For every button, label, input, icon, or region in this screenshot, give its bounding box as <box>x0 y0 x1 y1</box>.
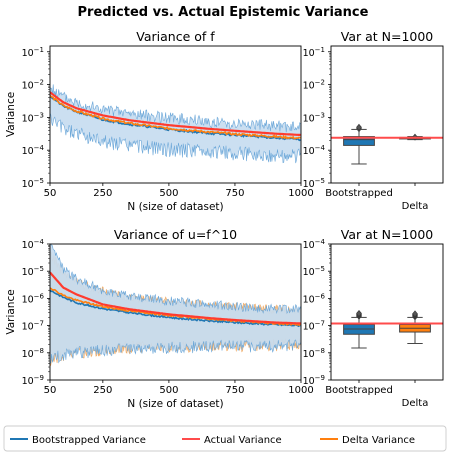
series-line-actual-variance <box>50 91 301 137</box>
box-bootstrapped <box>343 123 375 165</box>
legend-label: Bootstrapped Variance <box>32 435 146 446</box>
y-tick-label: 10−2 <box>303 79 325 92</box>
y-tick-label: 10−3 <box>22 111 44 124</box>
panel-1: Variance of f 10−5 10−4 10−3 10−2 10−1 50 250 50… <box>5 29 314 213</box>
flier-point <box>356 309 362 317</box>
legend-label: Actual Variance <box>204 435 282 446</box>
x-tick-label: 500 <box>159 188 178 199</box>
x-tick-label: 750 <box>225 188 244 199</box>
y-tick-label: 10−5 <box>303 265 325 278</box>
band-upper-edge <box>50 244 301 315</box>
box-delta <box>399 310 431 344</box>
flier-point <box>412 310 418 318</box>
x-tick-label: 1000 <box>288 385 313 396</box>
flier-point <box>356 123 362 131</box>
y-axis-label: Variance <box>5 92 17 137</box>
panel-3: Variance of u=f^10 10−9 10−8 10−7 10−6 10−5 10… <box>5 227 314 410</box>
x-tick-label: 250 <box>93 385 112 396</box>
panel-title: Var at N=1000 <box>341 29 434 44</box>
y-tick-label: 10−1 <box>22 46 44 59</box>
panel-4: Var at N=1000 10−9 10−8 10−7 10−6 10−5 10−4 Boo… <box>303 227 444 409</box>
y-tick-label: 10−4 <box>22 238 45 251</box>
series-line-actual-variance <box>50 271 301 325</box>
category-label: Delta <box>402 398 429 409</box>
panel-title: Variance of f <box>136 29 215 44</box>
band-bootstrapped-variance <box>50 244 301 364</box>
x-axis-label: N (size of dataset) <box>127 398 223 410</box>
y-tick-label: 10−9 <box>303 374 325 387</box>
y-tick-label: 10−5 <box>22 177 44 190</box>
legend-frame <box>3 425 447 452</box>
plot-area <box>50 84 301 164</box>
legend: Bootstrapped Variance Actual Variance Delt… <box>3 425 447 452</box>
box-bootstrapped <box>343 309 375 349</box>
band-upper-edge <box>50 84 301 133</box>
y-tick-label: 10−4 <box>303 238 326 251</box>
y-tick-label: 10−5 <box>22 265 44 278</box>
band-lower-edge <box>50 112 301 164</box>
x-tick-label: 50 <box>44 188 57 199</box>
category-label: Bootstrapped <box>325 188 393 199</box>
x-tick-label: 250 <box>93 188 112 199</box>
category-label: Delta <box>402 201 429 212</box>
y-tick-label: 10−7 <box>22 320 44 333</box>
series-line-delta-variance <box>50 94 301 140</box>
x-tick-label: 500 <box>159 385 178 396</box>
category-label: Bootstrapped <box>325 385 393 396</box>
band-lower-edge <box>50 339 301 364</box>
plot-area <box>50 244 301 367</box>
axes-frame <box>49 45 302 184</box>
panel-title: Variance of u=f^10 <box>114 227 237 242</box>
y-tick-label: 10−8 <box>303 347 325 360</box>
y-tick-label: 10−8 <box>22 347 44 360</box>
x-tick-label: 1000 <box>288 188 313 199</box>
x-tick-label: 50 <box>44 385 57 396</box>
panels: Variance of f 10−5 10−4 10−3 10−2 10−1 50 250 50… <box>5 29 444 410</box>
axes-frame <box>330 45 444 184</box>
y-tick-label: 10−2 <box>22 79 44 92</box>
figure-suptitle: Predicted vs. Actual Epistemic Variance <box>78 5 369 20</box>
y-tick-label: 10−9 <box>22 374 44 387</box>
x-tick-label: 750 <box>225 385 244 396</box>
panel-title: Var at N=1000 <box>341 227 434 242</box>
y-tick-label: 10−7 <box>303 320 325 333</box>
y-tick-label: 10−5 <box>303 177 325 190</box>
y-tick-label: 10−4 <box>22 144 45 157</box>
axes-frame <box>49 243 302 381</box>
band-bootstrapped-variance <box>50 84 301 164</box>
y-tick-label: 10−6 <box>303 292 326 305</box>
x-axis-label: N (size of dataset) <box>127 201 223 213</box>
legend-label: Delta Variance <box>342 435 415 446</box>
y-axis-label: Variance <box>5 289 17 334</box>
box-body <box>343 136 375 146</box>
y-tick-label: 10−3 <box>303 111 325 124</box>
panel-2: Var at N=1000 10−5 10−4 10−3 10−2 10−1 Bootstr… <box>303 29 444 212</box>
y-tick-label: 10−1 <box>303 46 325 59</box>
y-tick-label: 10−6 <box>22 292 45 305</box>
series-line-bootstrapped-variance <box>50 289 301 328</box>
y-tick-label: 10−4 <box>303 144 326 157</box>
axes-frame <box>330 243 444 381</box>
